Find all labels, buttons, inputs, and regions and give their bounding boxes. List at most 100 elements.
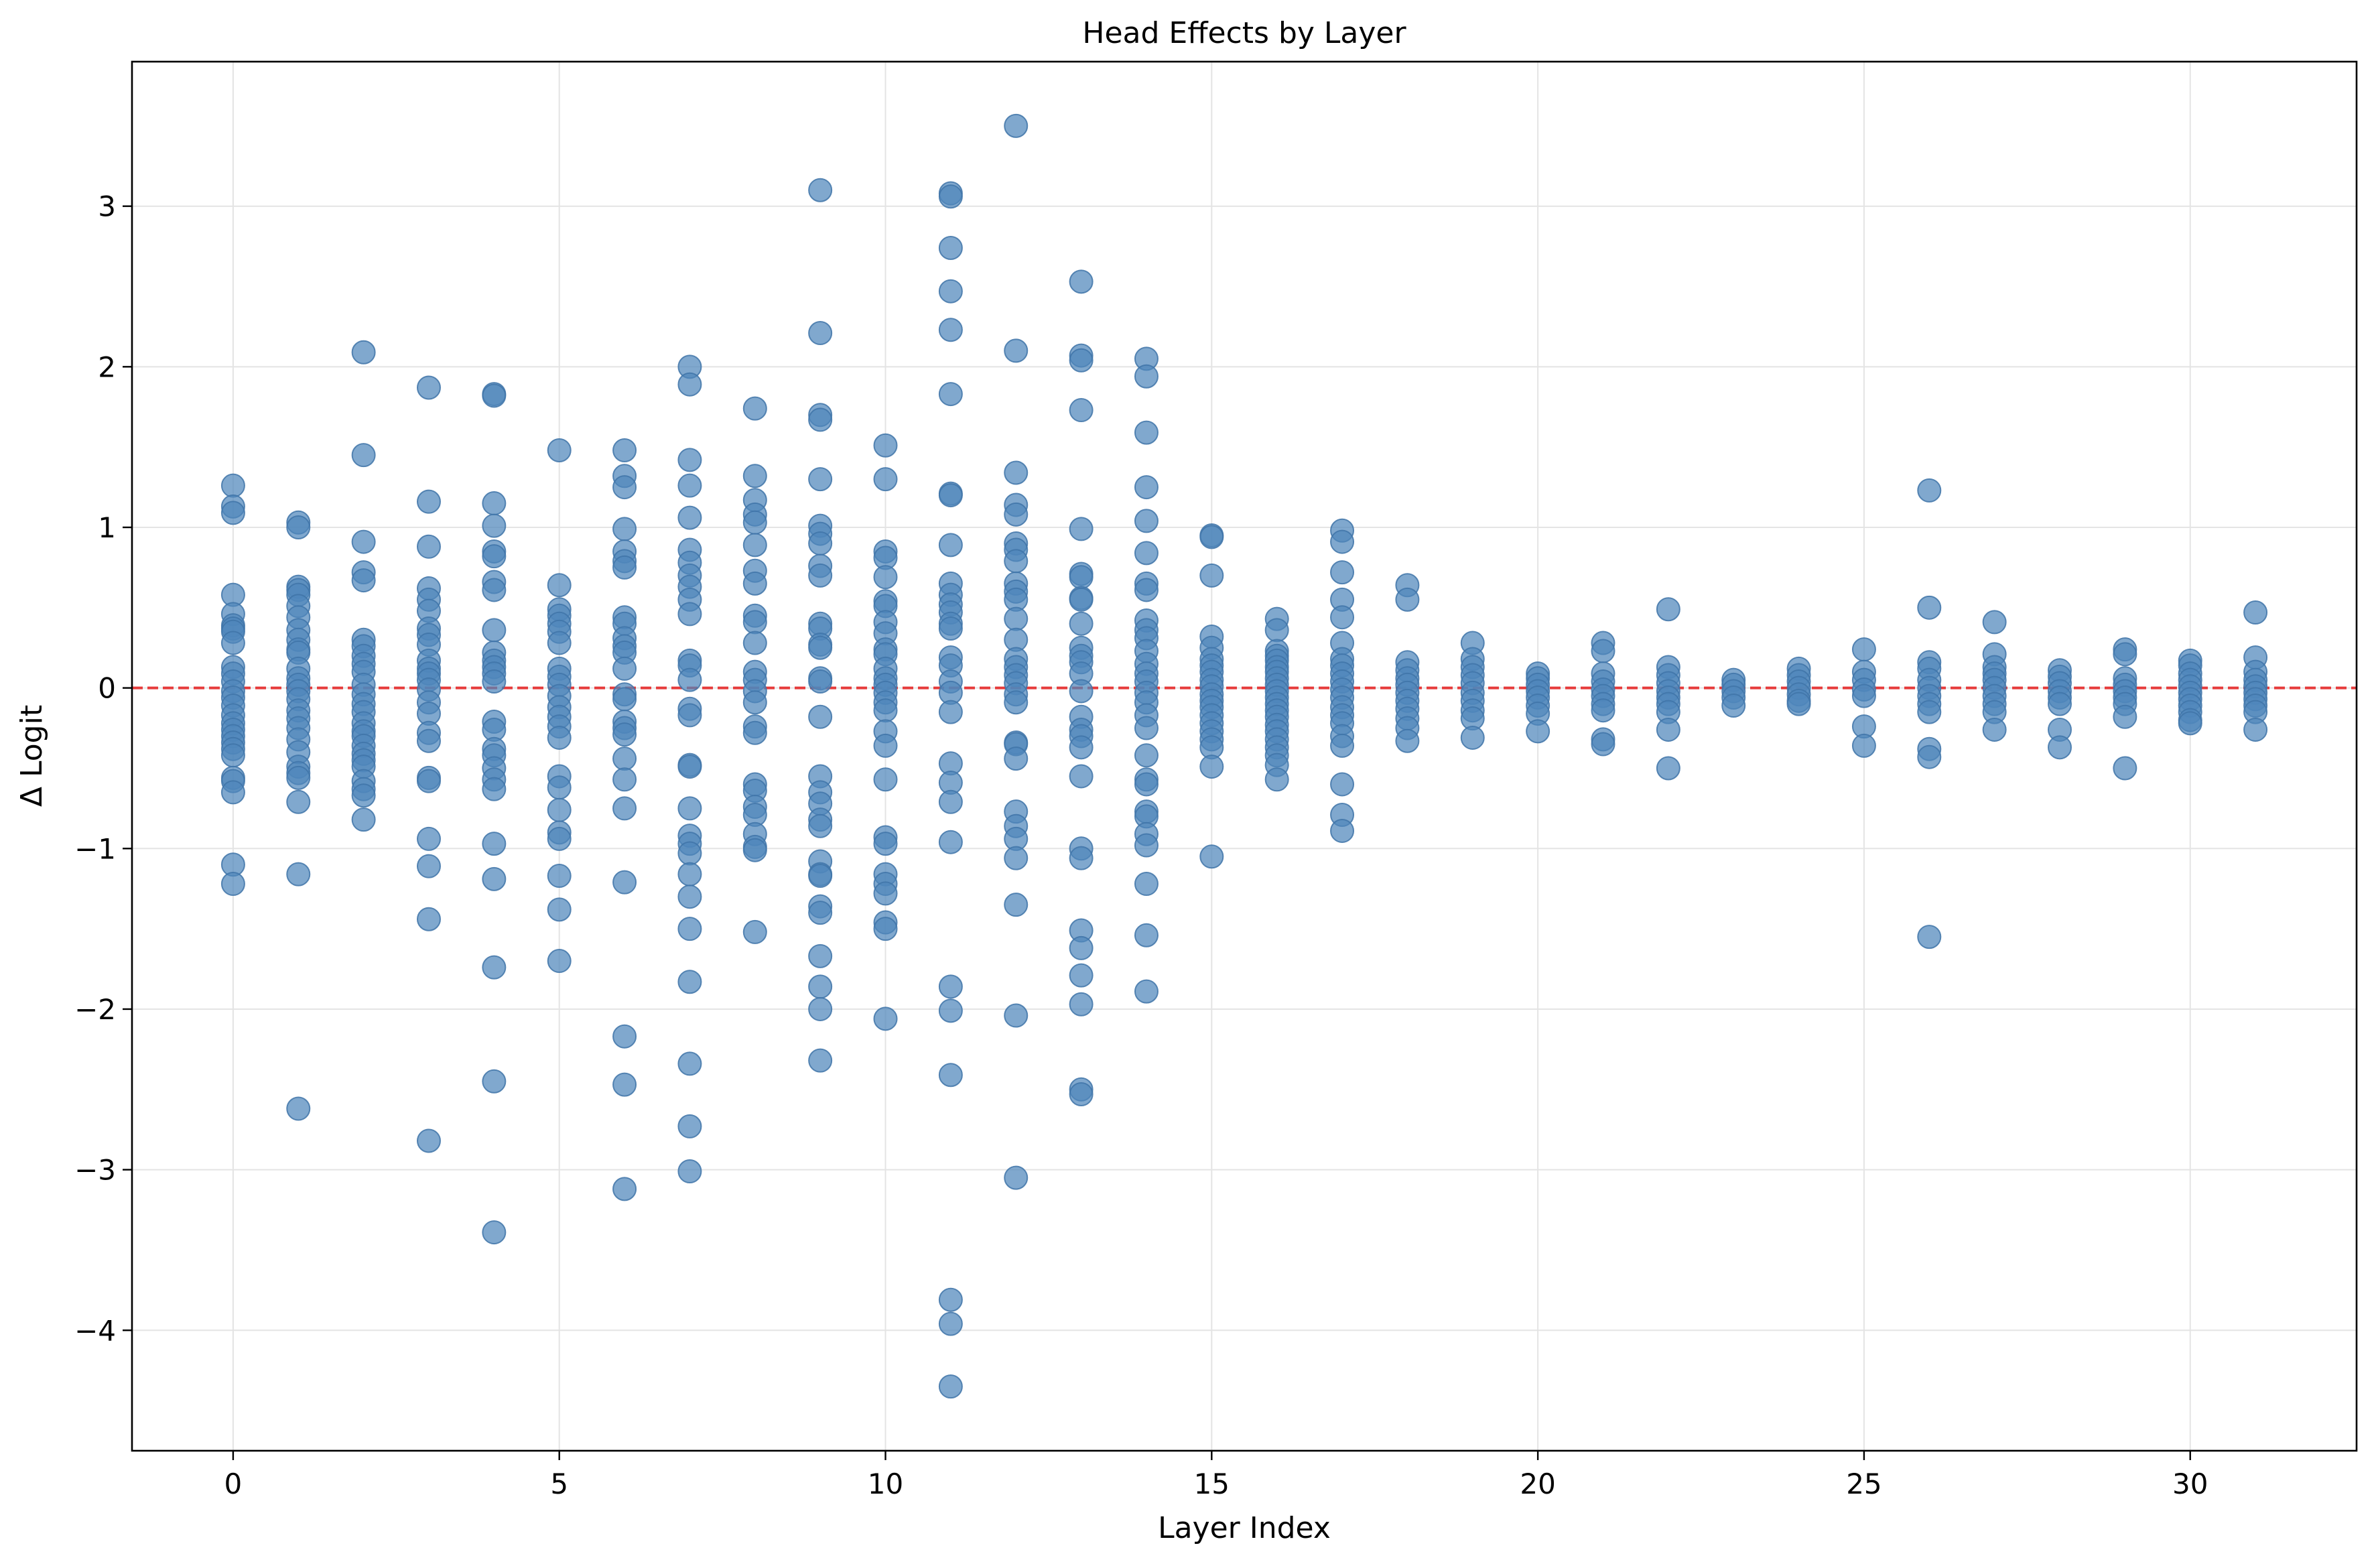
data-point bbox=[938, 1374, 963, 1399]
data-point bbox=[351, 568, 376, 593]
data-point bbox=[677, 372, 702, 397]
data-point bbox=[1069, 565, 1094, 590]
data-point bbox=[742, 690, 767, 715]
data-point bbox=[742, 610, 767, 635]
data-point bbox=[677, 703, 702, 728]
data-point bbox=[351, 807, 376, 832]
data-point bbox=[547, 631, 572, 655]
data-point bbox=[677, 505, 702, 530]
data-point bbox=[416, 728, 441, 753]
data-point bbox=[351, 443, 376, 468]
data-point bbox=[742, 571, 767, 596]
data-point bbox=[612, 517, 637, 541]
data-point bbox=[2113, 642, 2137, 667]
data-point bbox=[1134, 364, 1159, 389]
data-point bbox=[1917, 478, 1942, 503]
data-points bbox=[220, 113, 2268, 1399]
data-point bbox=[938, 974, 963, 999]
data-point bbox=[1330, 560, 1355, 585]
data-point bbox=[873, 733, 898, 758]
data-point bbox=[938, 382, 963, 407]
chart-title: Head Effects by Layer bbox=[1082, 16, 1406, 50]
data-point bbox=[677, 841, 702, 866]
data-point bbox=[1069, 935, 1094, 960]
data-point bbox=[808, 996, 833, 1021]
data-point bbox=[938, 483, 963, 508]
data-point bbox=[416, 375, 441, 400]
data-point bbox=[677, 667, 702, 692]
data-point bbox=[1851, 637, 1876, 662]
data-point bbox=[938, 700, 963, 724]
data-point bbox=[1069, 963, 1094, 988]
data-point bbox=[1395, 587, 1420, 612]
data-point bbox=[351, 529, 376, 554]
data-point bbox=[416, 489, 441, 514]
data-point bbox=[808, 974, 833, 999]
data-point bbox=[808, 943, 833, 968]
x-axis-ticks: 0 5 10 15 20 25 30 bbox=[224, 1451, 2208, 1500]
data-point bbox=[612, 767, 637, 792]
data-point bbox=[351, 783, 376, 808]
data-point bbox=[1069, 1082, 1094, 1106]
data-point bbox=[482, 578, 507, 602]
data-point bbox=[612, 1072, 637, 1097]
data-point bbox=[1134, 475, 1159, 500]
data-point bbox=[873, 698, 898, 723]
data-point bbox=[612, 722, 637, 747]
data-point bbox=[938, 279, 963, 304]
data-point bbox=[416, 769, 441, 793]
data-point bbox=[677, 1159, 702, 1184]
data-point bbox=[612, 555, 637, 580]
data-point bbox=[482, 513, 507, 538]
data-point bbox=[808, 531, 833, 556]
data-point bbox=[742, 631, 767, 655]
data-point bbox=[938, 789, 963, 814]
data-point bbox=[1917, 595, 1942, 620]
data-point bbox=[612, 438, 637, 462]
data-point bbox=[1069, 348, 1094, 373]
data-point bbox=[1656, 597, 1680, 622]
data-point bbox=[2113, 704, 2137, 729]
y-tick-label: 0 bbox=[98, 672, 116, 705]
data-point bbox=[1004, 1165, 1029, 1190]
data-point bbox=[1982, 610, 2007, 635]
data-point bbox=[612, 656, 637, 681]
data-point bbox=[1395, 728, 1420, 753]
data-point bbox=[2113, 756, 2137, 781]
data-point bbox=[2243, 600, 2268, 625]
data-point bbox=[416, 854, 441, 878]
data-point bbox=[742, 396, 767, 421]
data-point bbox=[482, 1220, 507, 1245]
data-point bbox=[286, 1096, 311, 1121]
grid bbox=[132, 62, 2357, 1451]
data-point bbox=[482, 669, 507, 694]
data-point bbox=[1069, 611, 1094, 636]
data-point bbox=[742, 533, 767, 558]
x-tick-label: 5 bbox=[550, 1467, 568, 1500]
data-point bbox=[1917, 925, 1942, 950]
data-point bbox=[1069, 269, 1094, 294]
data-point bbox=[547, 775, 572, 800]
data-point bbox=[220, 872, 245, 897]
data-point bbox=[808, 1048, 833, 1073]
data-point bbox=[482, 618, 507, 643]
data-point bbox=[351, 340, 376, 365]
data-point bbox=[1069, 679, 1094, 704]
data-point bbox=[416, 826, 441, 851]
data-point bbox=[1004, 846, 1029, 870]
data-point bbox=[1851, 683, 1876, 708]
data-point bbox=[482, 777, 507, 801]
data-point bbox=[677, 1114, 702, 1138]
y-axis-label: Δ Logit bbox=[15, 705, 49, 807]
data-point bbox=[2048, 735, 2072, 760]
data-point bbox=[742, 464, 767, 488]
data-point bbox=[873, 467, 898, 492]
data-point bbox=[677, 602, 702, 627]
data-point bbox=[1004, 460, 1029, 485]
data-point bbox=[1134, 420, 1159, 445]
data-point bbox=[1004, 549, 1029, 574]
y-axis-ticks: −4 −3 −2 −1 0 1 2 3 bbox=[74, 190, 132, 1347]
data-point bbox=[220, 473, 245, 498]
data-point bbox=[1917, 700, 1942, 724]
